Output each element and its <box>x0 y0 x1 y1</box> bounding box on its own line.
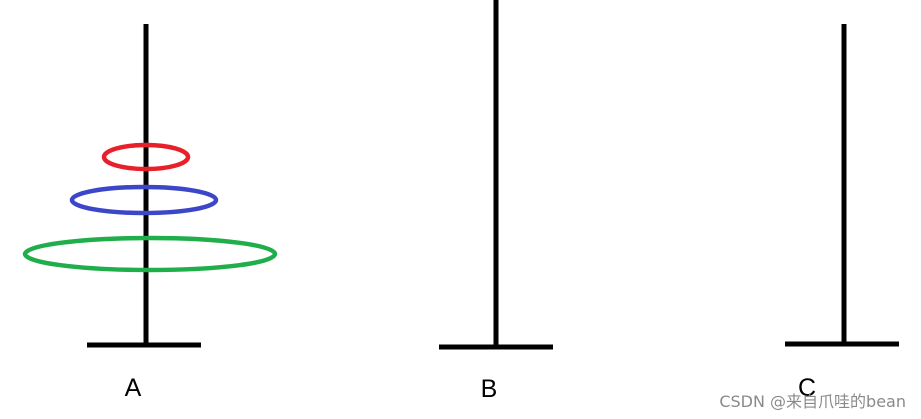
disk-medium-blue <box>69 184 219 216</box>
watermark-text: CSDN @来自爪哇的bean <box>719 392 906 411</box>
pole-c-label: C <box>798 374 816 402</box>
pole-c-group <box>785 24 899 347</box>
disk-small-red <box>101 142 191 172</box>
disk-large-green <box>22 235 278 273</box>
pole-a-label: A <box>125 374 142 402</box>
pole-a-disks <box>22 142 278 273</box>
pole-b-label: B <box>481 375 498 403</box>
pole-b-group <box>439 0 553 350</box>
